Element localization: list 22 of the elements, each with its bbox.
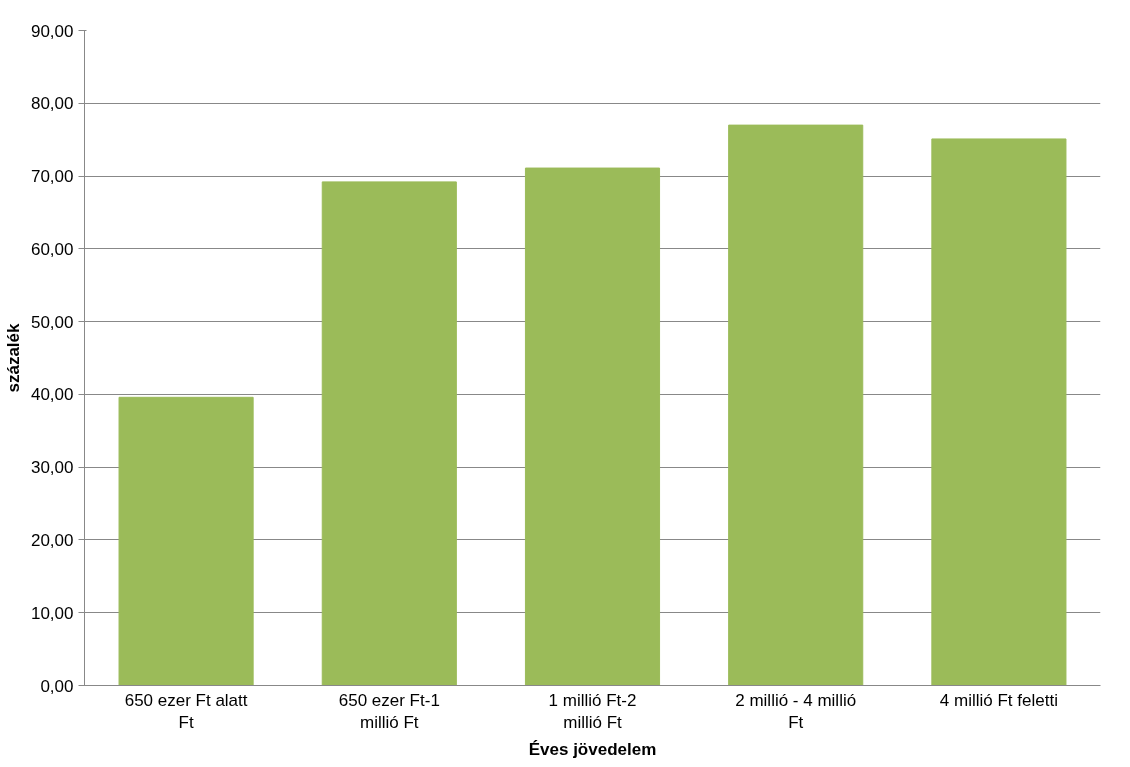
- bar: [728, 124, 864, 686]
- y-axis-title: százalék: [3, 322, 23, 393]
- x-axis-title: Éves jövedelem: [528, 740, 657, 760]
- y-tick-label: 50,00: [30, 312, 74, 332]
- y-tick-label: 30,00: [30, 458, 74, 478]
- y-tick-label: 80,00: [30, 94, 74, 114]
- x-tick-label: 2 millió - 4 millió Ft: [735, 690, 857, 733]
- y-tick-label: 40,00: [30, 385, 74, 405]
- y-tick-label: 90,00: [30, 21, 74, 41]
- y-tick-label: 0,00: [40, 676, 74, 696]
- x-tick-label: 4 millió Ft feletti: [939, 690, 1058, 710]
- x-tick-label: 650 ezer Ft alatt Ft: [124, 690, 248, 733]
- x-tick-label: 1 millió Ft-2 millió Ft: [548, 690, 637, 733]
- bar: [524, 167, 661, 686]
- y-tick-label: 10,00: [30, 603, 74, 623]
- x-tick-label: 650 ezer Ft-1 millió Ft: [338, 690, 440, 733]
- y-tick-label: 60,00: [30, 239, 74, 259]
- y-tick-label: 20,00: [30, 530, 74, 550]
- y-tick-label: 70,00: [30, 167, 74, 187]
- bar: [931, 138, 1067, 686]
- bar: [321, 181, 457, 686]
- bar: [118, 396, 254, 686]
